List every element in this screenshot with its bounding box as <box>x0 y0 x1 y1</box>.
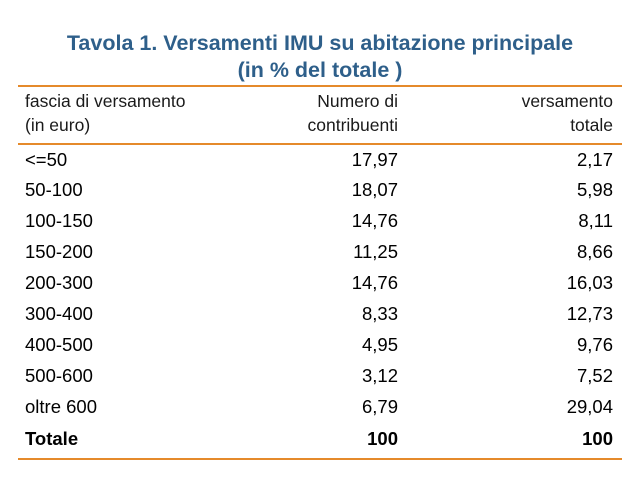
payment-cell: 8,66 <box>576 241 613 262</box>
contributors-cell: 17,97 <box>351 149 398 170</box>
total-contributors: 100 <box>367 428 398 449</box>
contributors-cell: 18,07 <box>351 179 398 200</box>
table-row: oltre 600 6,79 29,04 <box>0 392 640 422</box>
band-cell: 500-600 <box>25 365 93 386</box>
band-cell: 400-500 <box>25 334 93 355</box>
contributors-cell: 6,79 <box>361 396 398 417</box>
payment-cell: 8,11 <box>578 210 613 231</box>
total-row: Totale 100 100 <box>0 424 640 454</box>
top-rule <box>18 85 622 87</box>
band-cell: oltre 600 <box>25 396 97 417</box>
payment-cell: 12,73 <box>566 303 613 324</box>
contributors-cell: 14,76 <box>351 272 398 293</box>
table-row: 50-100 18,07 5,98 <box>0 175 640 205</box>
payment-cell: 29,04 <box>566 396 613 417</box>
bottom-rule <box>18 458 622 460</box>
band-cell: 300-400 <box>25 303 93 324</box>
band-cell: 200-300 <box>25 272 93 293</box>
header-payment-line1: versamento <box>521 91 613 111</box>
band-cell: 100-150 <box>25 210 93 231</box>
total-payment: 100 <box>582 428 613 449</box>
table-row: <=50 17,97 2,17 <box>0 145 640 175</box>
payment-cell: 5,98 <box>576 179 613 200</box>
payment-cell: 9,76 <box>576 334 613 355</box>
payment-cell: 16,03 <box>566 272 613 293</box>
band-cell: 150-200 <box>25 241 93 262</box>
table-row: 400-500 4,95 9,76 <box>0 330 640 360</box>
header-contributors-line2: contribuenti <box>307 115 398 135</box>
band-cell: <=50 <box>25 149 68 170</box>
header-contributors-line1: Numero di <box>317 91 398 111</box>
table-row: 300-400 8,33 12,73 <box>0 299 640 329</box>
header-rule <box>18 143 622 145</box>
contributors-cell: 14,76 <box>351 210 398 231</box>
table-row: 100-150 14,76 8,11 <box>0 206 640 236</box>
payment-cell: 2,17 <box>576 149 613 170</box>
contributors-cell: 4,95 <box>361 334 398 355</box>
header-payment-line2: totale <box>570 115 613 135</box>
table-subtitle: (in % del totale ) <box>237 58 403 82</box>
table-row: 200-300 14,76 16,03 <box>0 268 640 298</box>
table-title: Tavola 1. Versamenti IMU su abitazione p… <box>66 31 574 55</box>
table-row: 500-600 3,12 7,52 <box>0 361 640 391</box>
band-cell: 50-100 <box>25 179 83 200</box>
total-label: Totale <box>25 428 79 449</box>
header-band-line2: (in euro) <box>25 115 91 135</box>
table-row: 150-200 11,25 8,66 <box>0 237 640 267</box>
contributors-cell: 11,25 <box>353 241 398 262</box>
header-band-line1: fascia di versamento <box>25 91 186 111</box>
contributors-cell: 8,33 <box>361 303 398 324</box>
contributors-cell: 3,12 <box>361 365 398 386</box>
payment-cell: 7,52 <box>576 365 613 386</box>
